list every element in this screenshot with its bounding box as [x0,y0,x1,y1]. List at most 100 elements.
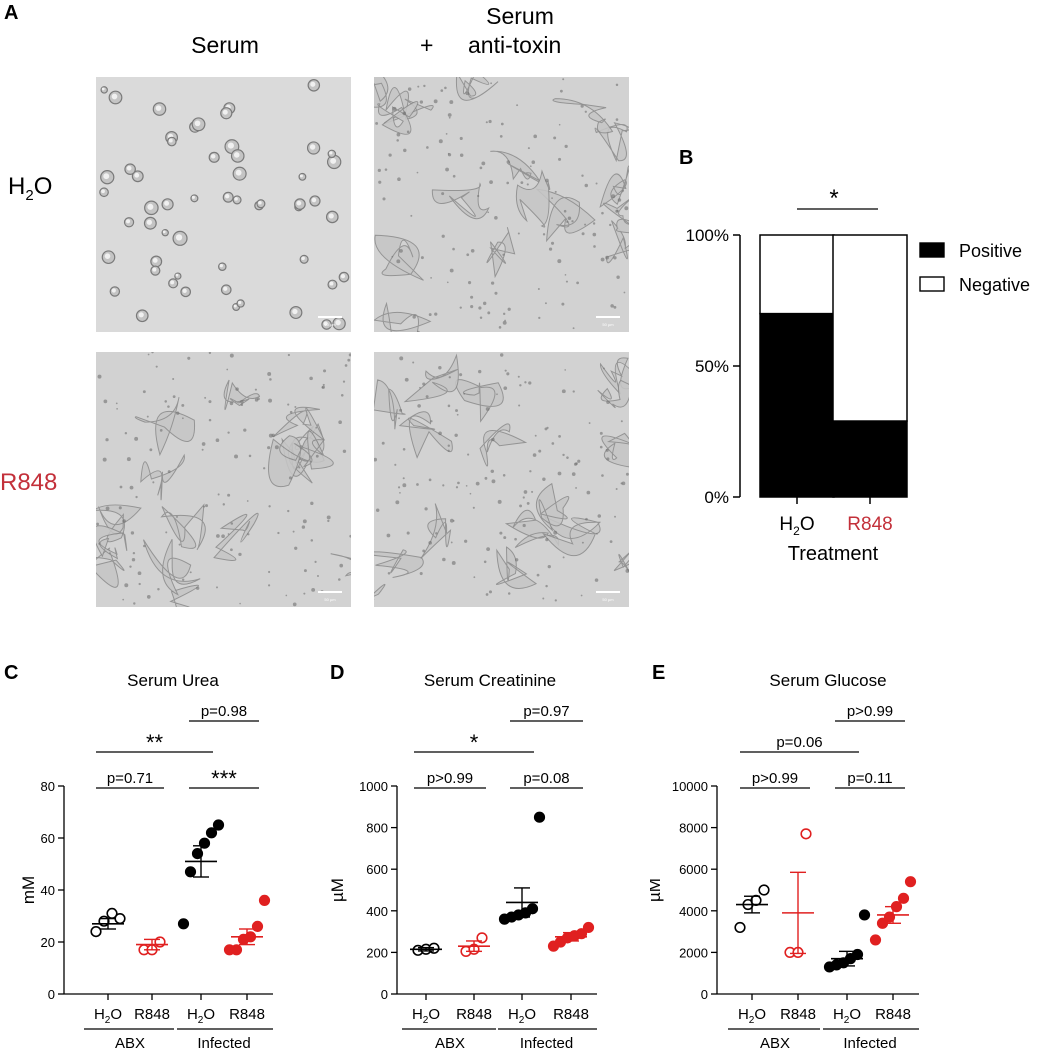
group-label: Infected [843,1035,896,1050]
granule [554,599,557,602]
granule [616,209,619,212]
granule [288,476,293,480]
micrograph-h2o-serum: 50 µm [96,77,351,332]
granule [445,167,449,172]
granule [448,376,451,379]
spread-cell [490,150,541,183]
granule [412,361,415,364]
granule [102,457,107,462]
granule [238,552,242,557]
granule [584,110,587,113]
granule [122,519,126,523]
granule [402,448,406,451]
granule [374,457,378,462]
granule [226,368,229,371]
spread-cell [169,584,199,607]
granule [502,320,507,325]
granule [503,386,508,391]
granule [455,486,459,489]
x-tick-label: H2O [412,1006,440,1026]
x-tick-label: R848 [456,1006,492,1023]
spread-cell [613,552,629,573]
granule [491,437,495,442]
spread-cell [294,430,334,470]
granule [167,470,171,474]
granule [565,280,568,283]
granule [412,315,416,319]
granule [452,519,455,522]
granule [417,330,420,332]
granule [338,420,342,425]
spread-cell [374,379,406,430]
cell-highlight [134,172,140,178]
data-point [258,894,271,906]
granule [615,118,619,121]
spread-cell [486,227,516,279]
cell-highlight [329,281,334,286]
granule [309,376,313,381]
granule [227,431,230,434]
granule [348,353,351,357]
y-tick-label: 10000 [672,779,708,794]
granule [538,316,541,320]
granule [402,483,407,488]
cell-highlight [146,219,152,225]
data-point [212,819,225,831]
granule [407,87,412,91]
granule [410,214,413,217]
granule [613,256,617,260]
granule [434,312,438,316]
cell-highlight [155,105,162,111]
granule [484,476,488,480]
granule [382,197,386,201]
legend-label: Positive [959,241,1022,261]
granule [129,485,134,490]
col-header-serum: Serum [191,32,259,58]
granule [269,378,272,381]
spread-cell [603,199,629,234]
granule [564,274,567,276]
x-tick-label: H2O [738,1006,766,1026]
granule [477,194,480,198]
granule [499,531,503,535]
granule [502,473,506,477]
group-label: ABX [115,1035,145,1050]
granule [201,442,206,446]
granule [610,304,614,308]
cell-highlight [311,197,317,203]
granule [267,372,272,376]
granule [519,504,523,508]
granule [542,597,545,600]
granule [466,253,470,257]
granule [576,281,579,285]
granule [506,181,510,185]
granule [520,181,524,185]
panel-e-letter: E [652,662,666,684]
granule [601,211,604,215]
x-tick-label: R848 [134,1006,170,1023]
granule [438,431,442,436]
cell-highlight [301,256,305,261]
granule [422,382,426,386]
cell-highlight [194,120,201,127]
granule [586,490,591,495]
granule [396,132,401,137]
spread-cell [374,549,424,578]
granule [375,508,380,512]
spread-cell [377,101,419,135]
granule [377,168,381,173]
granule [294,405,297,408]
granule [243,428,247,432]
granule [550,241,555,245]
granule [459,153,464,157]
y-axis-title: µM [650,878,664,902]
granule [625,568,629,573]
granule [438,366,442,370]
granule [507,592,511,595]
granule [268,505,271,508]
granule [115,402,118,405]
granule [205,504,209,508]
granule [545,178,549,183]
granule [149,448,153,452]
granule [422,549,426,553]
